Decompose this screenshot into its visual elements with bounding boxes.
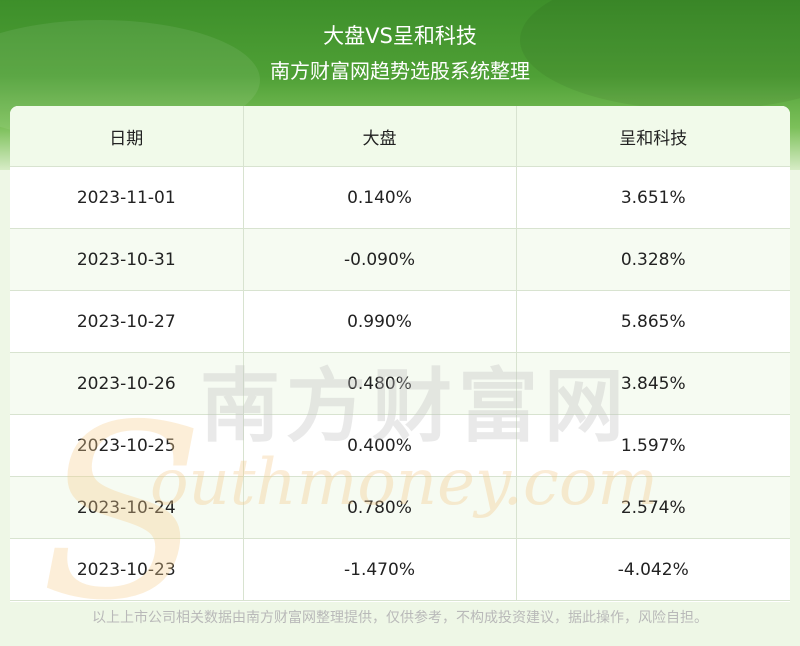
page-title: 大盘VS呈和科技 — [323, 24, 477, 48]
market-change-cell: 0.400% — [243, 414, 517, 477]
market-change-cell: 0.140% — [243, 166, 517, 229]
stock-change-cell: 3.651% — [516, 166, 790, 229]
date-cell: 2023-11-01 — [10, 166, 244, 229]
market-change-cell: -1.470% — [243, 538, 517, 601]
date-cell: 2023-10-26 — [10, 352, 244, 415]
table-row: 2023-10-31 -0.090% 0.328% — [10, 228, 790, 291]
column-header-stock: 呈和科技 — [516, 106, 790, 167]
date-cell: 2023-10-23 — [10, 538, 244, 601]
stock-change-cell: 5.865% — [516, 290, 790, 353]
date-cell: 2023-10-31 — [10, 228, 244, 291]
comparison-table: 日期 大盘 呈和科技 2023-11-01 0.140% 3.651% 2023… — [10, 106, 790, 601]
stock-change-cell: -4.042% — [516, 538, 790, 601]
comparison-card: 日期 大盘 呈和科技 2023-11-01 0.140% 3.651% 2023… — [10, 106, 790, 602]
table-row: 2023-10-25 0.400% 1.597% — [10, 414, 790, 477]
table-row: 2023-10-27 0.990% 5.865% — [10, 290, 790, 353]
table-header-row: 日期 大盘 呈和科技 — [10, 106, 790, 167]
stock-change-cell: 0.328% — [516, 228, 790, 291]
market-change-cell: 0.480% — [243, 352, 517, 415]
date-cell: 2023-10-27 — [10, 290, 244, 353]
table-row: 2023-10-26 0.480% 3.845% — [10, 352, 790, 415]
date-cell: 2023-10-25 — [10, 414, 244, 477]
market-change-cell: -0.090% — [243, 228, 517, 291]
date-cell: 2023-10-24 — [10, 476, 244, 539]
disclaimer: 以上上市公司相关数据由南方财富网整理提供，仅供参考，不构成投资建议，据此操作，风… — [92, 610, 708, 626]
market-change-cell: 0.780% — [243, 476, 517, 539]
stock-change-cell: 1.597% — [516, 414, 790, 477]
page-subtitle: 南方财富网趋势选股系统整理 — [270, 59, 530, 83]
stock-change-cell: 2.574% — [516, 476, 790, 539]
table-row: 2023-10-23 -1.470% -4.042% — [10, 538, 790, 601]
table-row: 2023-10-24 0.780% 2.574% — [10, 476, 790, 539]
column-header-date: 日期 — [10, 106, 244, 167]
market-change-cell: 0.990% — [243, 290, 517, 353]
stock-change-cell: 3.845% — [516, 352, 790, 415]
table-row: 2023-11-01 0.140% 3.651% — [10, 166, 790, 229]
column-header-market: 大盘 — [243, 106, 517, 167]
